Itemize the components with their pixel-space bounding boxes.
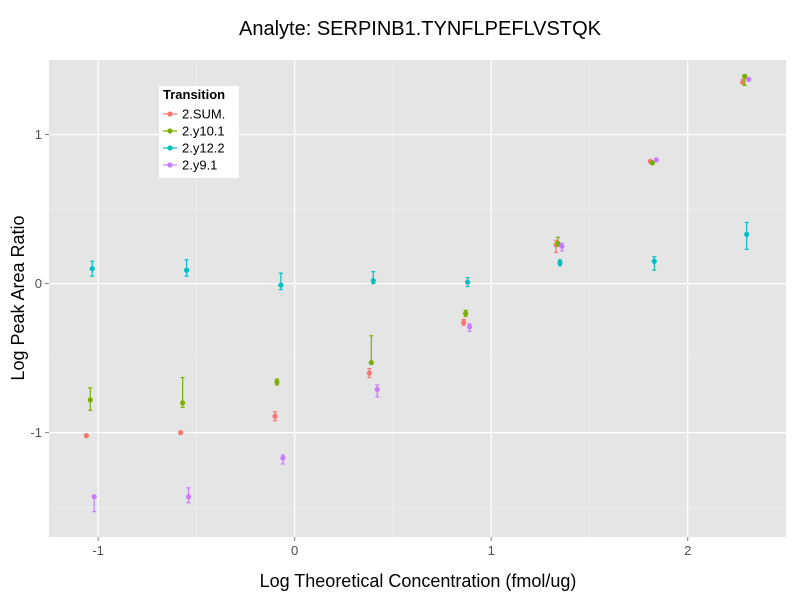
- y-tick-label: 0: [35, 276, 42, 291]
- legend-key-point: [167, 111, 173, 117]
- data-point: [740, 79, 746, 85]
- data-point: [83, 433, 89, 439]
- y-tick-label: -1: [30, 425, 42, 440]
- data-point: [746, 76, 752, 82]
- x-axis-title: Log Theoretical Concentration (fmol/ug): [260, 571, 577, 591]
- legend: Transition 2.SUM. 2.y10.1 2.y12.2 2.y9.1: [159, 86, 239, 178]
- y-axis-title: Log Peak Area Ratio: [8, 215, 28, 380]
- data-point: [366, 370, 372, 376]
- major-gridlines: [49, 60, 786, 537]
- data-point: [653, 157, 659, 163]
- legend-item: 2.SUM.: [163, 107, 225, 122]
- data-point: [461, 319, 467, 325]
- data-point: [463, 310, 469, 317]
- axis-ticks: -1 0 1 2 -1 0 1: [30, 127, 691, 558]
- data-point: [649, 160, 655, 166]
- data-point: [274, 379, 280, 385]
- series-2-y12-2: [89, 221, 750, 291]
- data-point: [651, 258, 657, 264]
- legend-key-point: [167, 128, 173, 134]
- data-point: [370, 278, 376, 284]
- data-point: [555, 240, 561, 246]
- data-point: [272, 413, 278, 419]
- data-point: [559, 243, 565, 249]
- legend-items: 2.SUM. 2.y10.1 2.y12.2 2.y9.1: [163, 107, 225, 173]
- x-tick-label: 0: [291, 543, 298, 558]
- y-tick-label: 1: [35, 127, 42, 142]
- legend-label: 2.y10.1: [182, 124, 225, 139]
- data-point: [185, 494, 192, 500]
- data-point: [183, 267, 190, 273]
- data-point: [180, 400, 186, 406]
- chart-title: Analyte: SERPINB1.TYNFLPEFLVSTQK: [239, 18, 602, 40]
- data-point: [557, 260, 563, 266]
- data-point: [742, 73, 748, 79]
- data-point: [178, 430, 184, 436]
- data-point: [368, 359, 374, 366]
- legend-label: 2.y9.1: [182, 158, 217, 173]
- series-2-y10-1: [87, 73, 748, 411]
- legend-label: 2.SUM.: [182, 107, 225, 122]
- data-point: [89, 266, 95, 272]
- data-point: [280, 455, 286, 461]
- data-point: [91, 494, 97, 500]
- x-tick-label: 1: [488, 543, 495, 558]
- data-series: [83, 73, 752, 513]
- legend-key-point: [167, 162, 173, 168]
- data-point: [278, 282, 284, 288]
- legend-key-point: [167, 145, 173, 151]
- legend-title: Transition: [163, 87, 225, 102]
- data-point: [374, 386, 380, 393]
- legend-label: 2.y12.2: [182, 141, 225, 156]
- series-2-y9-1: [91, 76, 752, 513]
- x-tick-label: -1: [92, 543, 104, 558]
- data-point: [465, 279, 471, 285]
- x-tick-label: 2: [684, 543, 691, 558]
- data-point: [466, 324, 473, 330]
- data-point: [744, 231, 750, 238]
- legend-item: 2.y10.1: [163, 124, 225, 139]
- legend-item: 2.y12.2: [163, 141, 225, 156]
- legend-item: 2.y9.1: [163, 158, 217, 173]
- data-point: [87, 397, 93, 403]
